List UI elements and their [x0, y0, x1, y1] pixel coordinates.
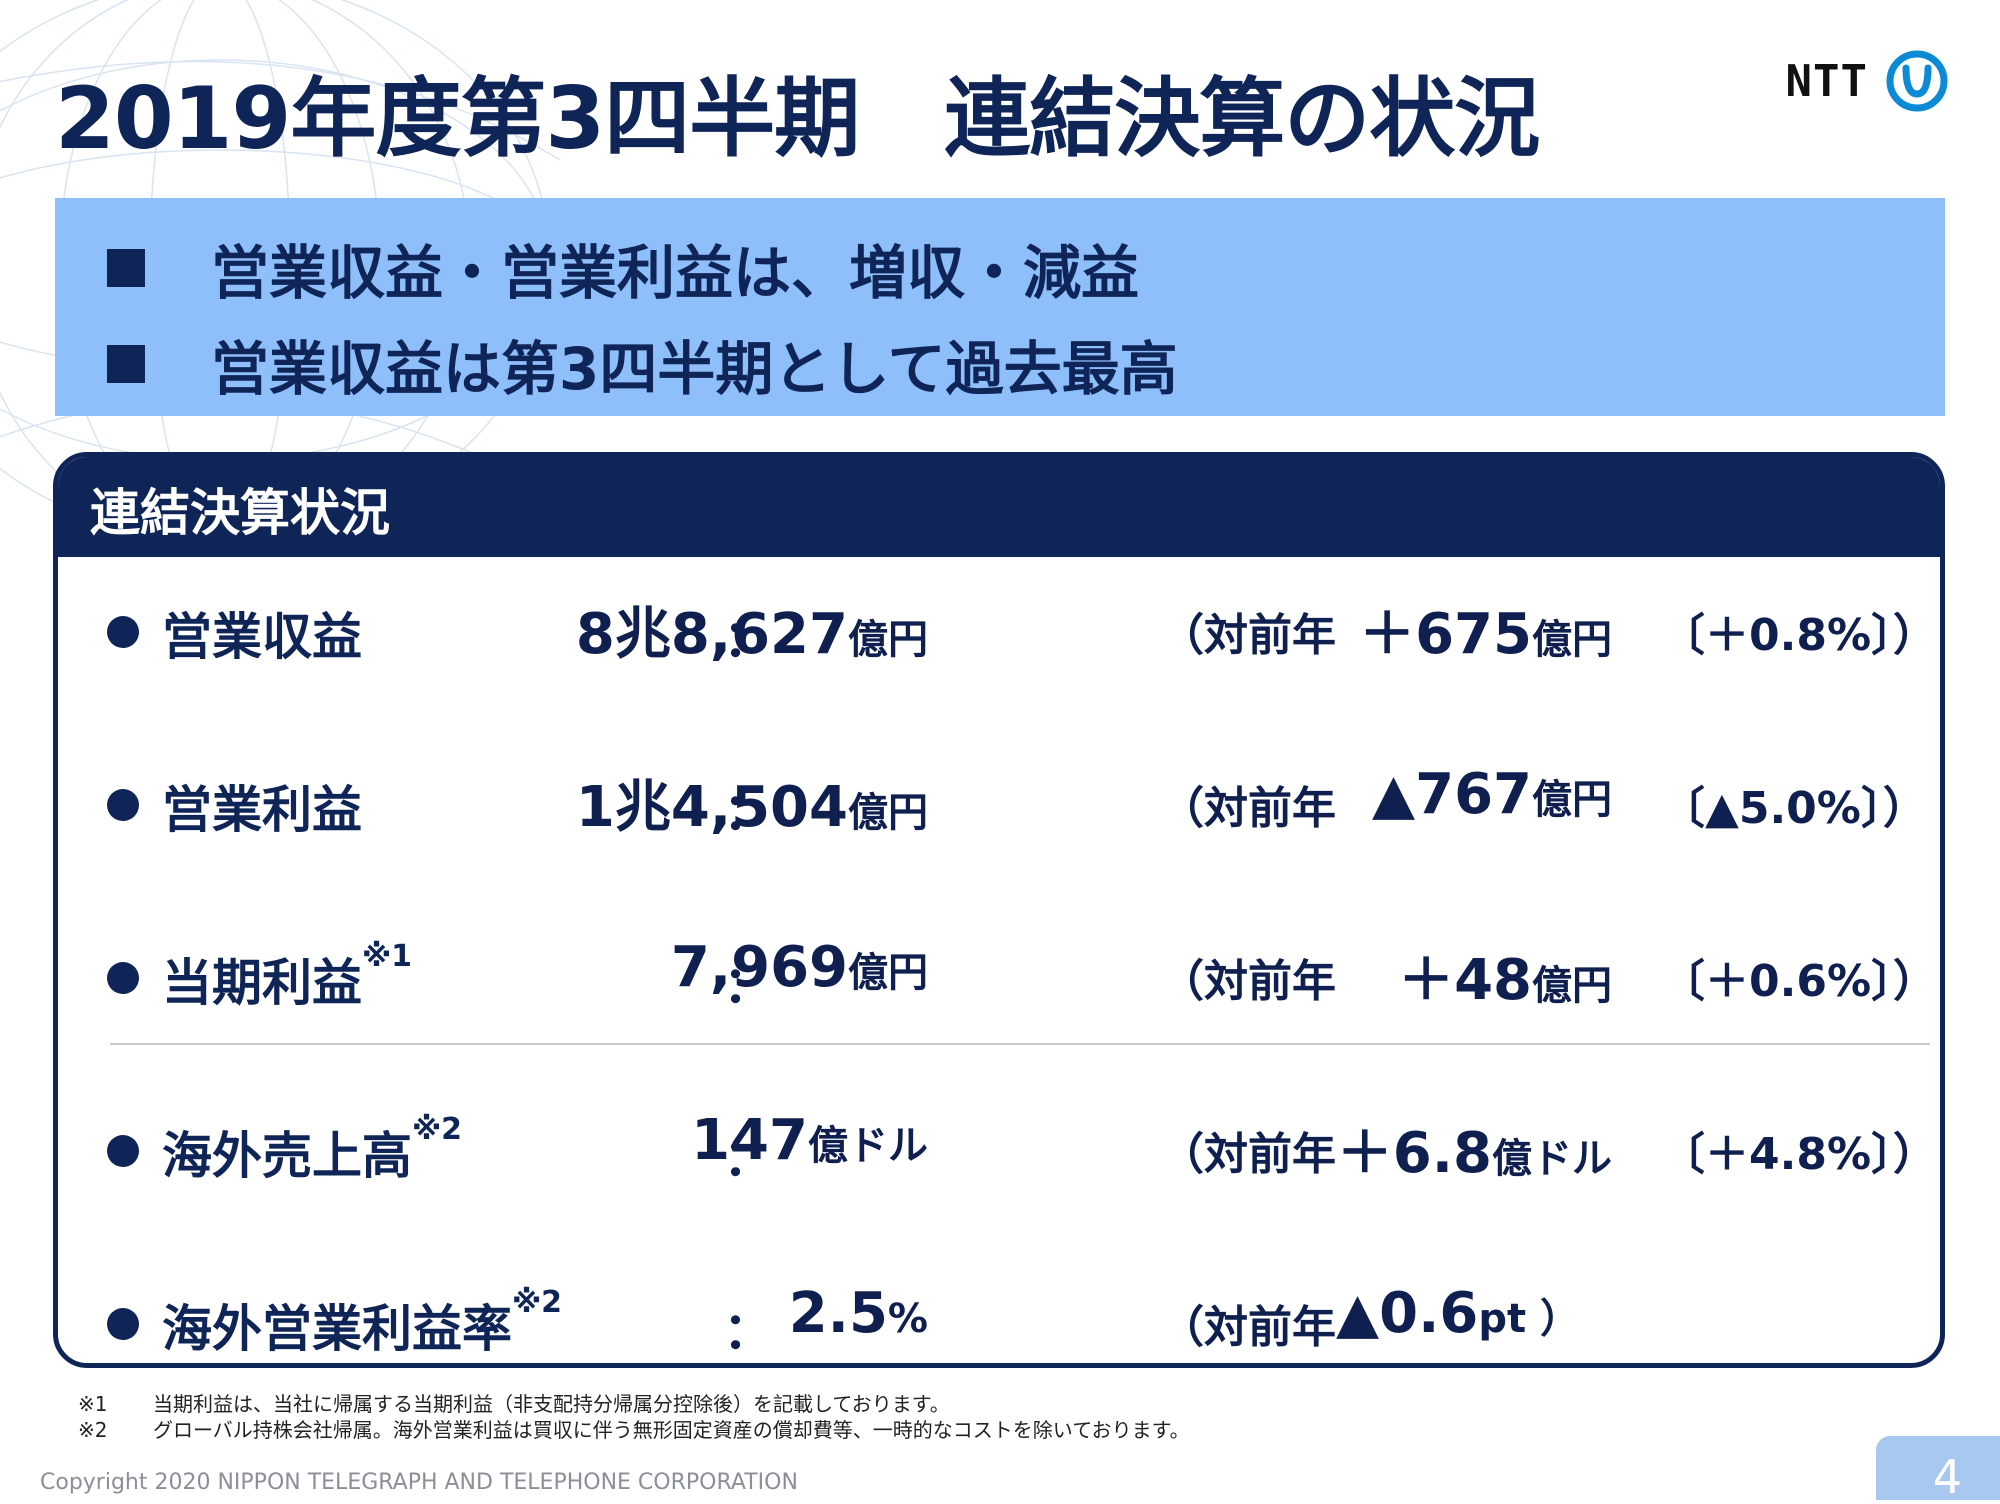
metric-change-percent: 〔＋4.8%〕）: [1661, 1129, 1938, 1180]
square-bullet-icon: [107, 345, 145, 383]
metric-change: ▲767億円: [1372, 762, 1612, 827]
highlight-banner: 営業収益・営業利益は、増収・減益 営業収益は第3四半期として過去最高: [55, 198, 1945, 416]
footnote-mark: ※1: [78, 1392, 108, 1416]
colon: ：: [723, 1129, 773, 1187]
ntt-logo-icon: [1886, 50, 1948, 112]
result-row: 営業収益 ： 8兆8,627億円 （対前年 ＋675億円 〔＋0.8%〕）: [58, 581, 1940, 681]
copyright-text: Copyright 2020 NIPPON TELEGRAPH AND TELE…: [40, 1470, 798, 1495]
result-row: 営業利益 ： 1兆4,504億円 （対前年 ▲767億円 〔▲5.0%〕）: [58, 754, 1940, 854]
bullet-icon: [107, 616, 139, 648]
footnote-text: 当期利益は、当社に帰属する当期利益（非支配持分帰属分控除後）を記載しております。: [153, 1392, 950, 1416]
metric-change-percent: 〔＋0.6%〕）: [1661, 956, 1938, 1007]
footnote-mark: ※2: [78, 1418, 108, 1442]
page-number-box: [1876, 1436, 2000, 1500]
footnote: ※1 当期利益は、当社に帰属する当期利益（非支配持分帰属分控除後）を記載しておりま…: [78, 1388, 950, 1417]
bullet-icon: [107, 962, 139, 994]
footnote: ※2 グローバル持株会社帰属。海外営業利益は買収に伴う無形固定資産の償却費等、一時…: [78, 1414, 1190, 1443]
metric-label: 海外営業利益率※2: [162, 1285, 563, 1358]
bullet-icon: [107, 789, 139, 821]
yoy-label: （対前年: [1160, 610, 1336, 661]
footnote-text: グローバル持株会社帰属。海外営業利益は買収に伴う無形固定資産の償却費等、一時的な…: [153, 1418, 1190, 1442]
highlight-item: 営業収益は第3四半期として過去最高: [107, 322, 1178, 406]
yoy-label: （対前年: [1160, 783, 1336, 834]
metric-value: 2.5%: [788, 1281, 928, 1346]
panel-header: 連結決算状況: [58, 457, 1940, 557]
metric-change: ＋6.8億ドル: [1336, 1121, 1612, 1186]
metric-change: ▲0.6pt ）: [1336, 1281, 1580, 1346]
metric-label: 海外売上高※2: [162, 1112, 463, 1185]
logo-text: NTT: [1785, 55, 1868, 107]
ntt-logo: NTT: [1786, 50, 1948, 112]
bullet-icon: [107, 1135, 139, 1167]
metric-change-percent: 〔＋0.8%〕）: [1661, 610, 1938, 661]
page-title: 2019年度第3四半期 連結決算の状況: [55, 69, 1540, 169]
result-row: 海外営業利益率※2 ： 2.5% （対前年 ▲0.6pt ）: [58, 1273, 1940, 1363]
metric-value: 1兆4,504億円: [575, 775, 928, 840]
metric-change-percent: 〔▲5.0%〕）: [1661, 783, 1927, 834]
metric-value: 7,969億円: [670, 935, 928, 1000]
page-number: 4: [1932, 1450, 1962, 1504]
bullet-icon: [107, 1308, 139, 1340]
panel-title: 連結決算状況: [90, 484, 390, 542]
metric-value: 8兆8,627億円: [575, 602, 928, 667]
section-divider: [110, 1043, 1930, 1045]
metric-label: 営業収益: [162, 608, 362, 666]
metric-change: ＋48億円: [1398, 948, 1612, 1013]
colon: ：: [723, 956, 773, 1014]
highlight-item: 営業収益・営業利益は、増収・減益: [107, 226, 1139, 310]
metric-label: 当期利益※1: [162, 939, 413, 1012]
metric-value: 147億ドル: [691, 1108, 928, 1173]
metric-label: 営業利益: [162, 781, 362, 839]
yoy-label: （対前年: [1160, 956, 1336, 1007]
colon: ：: [723, 610, 773, 668]
colon: ：: [723, 783, 773, 841]
results-panel: 連結決算状況 営業収益 ： 8兆8,627億円 （対前年 ＋675億円 〔＋0.…: [53, 452, 1945, 1368]
highlight-text: 営業収益は第3四半期として過去最高: [211, 335, 1178, 403]
square-bullet-icon: [107, 249, 145, 287]
yoy-label: （対前年: [1160, 1302, 1336, 1353]
metric-change: ＋675億円: [1359, 602, 1612, 667]
yoy-label: （対前年: [1160, 1129, 1336, 1180]
result-row: 海外売上高※2 ： 147億ドル （対前年 ＋6.8億ドル 〔＋4.8%〕）: [58, 1100, 1940, 1200]
highlight-text: 営業収益・営業利益は、増収・減益: [211, 239, 1140, 307]
result-row: 当期利益※1 ： 7,969億円 （対前年 ＋48億円 〔＋0.6%〕）: [58, 927, 1940, 1027]
colon: ：: [723, 1302, 773, 1360]
